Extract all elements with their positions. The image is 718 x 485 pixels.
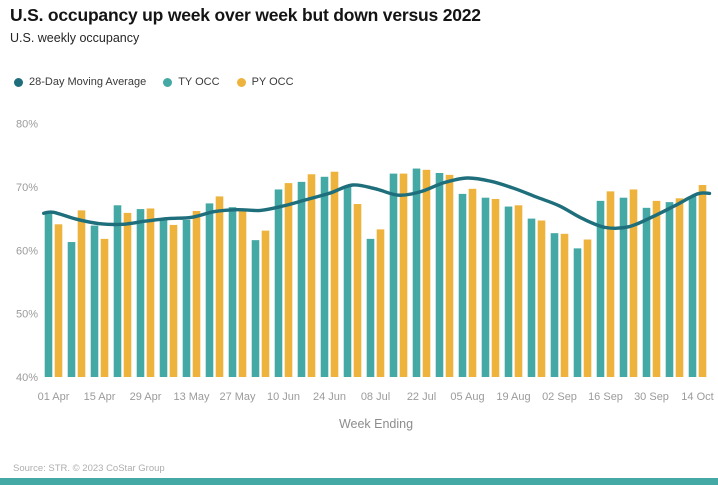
ty-occ-bar: [182, 219, 191, 377]
py-occ-bar: [376, 229, 385, 377]
x-tick-label: 08 Jul: [361, 391, 390, 403]
py-occ-bar: [261, 230, 270, 377]
x-tick-label: 01 Apr: [38, 391, 70, 403]
moving-average-dot-icon: [14, 77, 23, 87]
ty-occ-bar: [481, 197, 490, 377]
x-tick-label: 22 Jul: [407, 391, 436, 403]
x-tick-label: 19 Aug: [496, 391, 530, 403]
legend-label-moving-average: 28-Day Moving Average: [29, 76, 147, 88]
legend-item-moving-average: 28-Day Moving Average: [14, 76, 146, 88]
py-occ-bar: [284, 183, 293, 377]
ty-occ-bar: [320, 176, 329, 377]
x-tick-label: 02 Sep: [542, 391, 577, 403]
ty-occ-bar: [274, 189, 283, 377]
ty-occ-bar: [550, 233, 559, 377]
py-occ-bar: [675, 198, 684, 377]
x-tick-label: 24 Jun: [313, 391, 346, 403]
page-title: U.S. occupancy up week over week but dow…: [10, 5, 481, 25]
ty-occ-bar: [527, 218, 536, 377]
y-tick-label: 70%: [16, 182, 38, 194]
py-occ-bar: [491, 198, 500, 377]
ty-occ-bar: [458, 193, 467, 377]
legend-item-py-occ: PY OCC: [236, 76, 294, 88]
x-tick-label: 29 Apr: [130, 391, 162, 403]
ty-occ-bar: [642, 207, 651, 377]
py-occ-bar: [330, 171, 339, 377]
source-attribution: Source: STR. © 2023 CoStar Group: [13, 463, 165, 474]
py-occ-bar: [698, 185, 707, 377]
y-tick-label: 40%: [16, 372, 38, 384]
py-occ-bar: [238, 210, 247, 377]
py-occ-bar: [215, 196, 224, 377]
legend-label-ty-occ: TY OCC: [178, 76, 220, 88]
py-occ-bar: [399, 173, 408, 377]
footer-accent-strip: [0, 478, 718, 485]
ty-occ-bar: [251, 240, 260, 377]
ty-occ-bar: [504, 206, 513, 377]
ty-occ-bar: [90, 225, 99, 377]
x-tick-label: 14 Oct: [681, 391, 713, 403]
legend: 28-Day Moving Average TY OCC PY OCC: [14, 76, 294, 88]
ty-occ-bar: [67, 242, 76, 377]
py-occ-bar: [445, 174, 454, 377]
ty-occ-bar: [297, 181, 306, 377]
py-occ-bar: [146, 208, 155, 377]
py-occ-bar: [606, 191, 615, 377]
ty-occ-bar: [159, 219, 168, 377]
ty-occ-dot-icon: [163, 77, 173, 87]
py-occ-dot-icon: [236, 77, 246, 87]
x-tick-label: 10 Jun: [267, 391, 300, 403]
x-axis-title: Week Ending: [338, 417, 414, 431]
y-tick-label: 60%: [16, 245, 38, 257]
py-occ-bar: [77, 210, 86, 377]
x-tick-label: 05 Aug: [450, 391, 484, 403]
py-occ-bar: [583, 239, 592, 377]
chart-subtitle: U.S. weekly occupancy: [10, 31, 140, 45]
legend-label-py-occ: PY OCC: [251, 76, 294, 88]
py-occ-bar: [514, 205, 523, 377]
ty-occ-bar: [573, 248, 582, 377]
ty-occ-bar: [113, 205, 122, 377]
py-occ-bar: [537, 220, 546, 377]
x-tick-label: 13 May: [173, 391, 210, 403]
py-occ-bar: [353, 204, 362, 377]
py-occ-bar: [422, 169, 431, 377]
y-tick-label: 50%: [16, 309, 38, 321]
ty-occ-bar: [343, 186, 352, 377]
py-occ-bar: [629, 189, 638, 377]
py-occ-bar: [169, 224, 178, 377]
py-occ-bar: [123, 212, 132, 377]
y-tick-label: 80%: [16, 119, 38, 131]
ty-occ-bar: [688, 196, 697, 377]
x-tick-label: 27 May: [219, 391, 256, 403]
moving-average-line: [42, 176, 712, 230]
py-occ-bar: [307, 174, 316, 377]
py-occ-bar: [100, 238, 109, 377]
ty-occ-bar: [619, 197, 628, 377]
ty-occ-bar: [389, 173, 398, 377]
ty-occ-bar: [412, 168, 421, 377]
py-occ-bar: [560, 233, 569, 377]
py-occ-bar: [192, 210, 201, 377]
ty-occ-bar: [596, 200, 605, 377]
x-tick-label: 16 Sep: [588, 391, 623, 403]
ty-occ-bar: [228, 207, 237, 377]
py-occ-bar: [652, 200, 661, 377]
py-occ-bar: [54, 224, 63, 377]
ty-occ-bar: [435, 172, 444, 377]
ty-occ-bar: [665, 202, 674, 377]
ty-occ-bar: [205, 203, 214, 377]
ty-occ-bar: [136, 209, 145, 377]
ty-occ-bar: [366, 238, 375, 377]
ty-occ-bar: [44, 211, 53, 377]
x-tick-label: 15 Apr: [84, 391, 116, 403]
legend-item-ty-occ: TY OCC: [163, 76, 220, 88]
x-tick-label: 30 Sep: [634, 391, 669, 403]
py-occ-bar: [468, 188, 477, 377]
